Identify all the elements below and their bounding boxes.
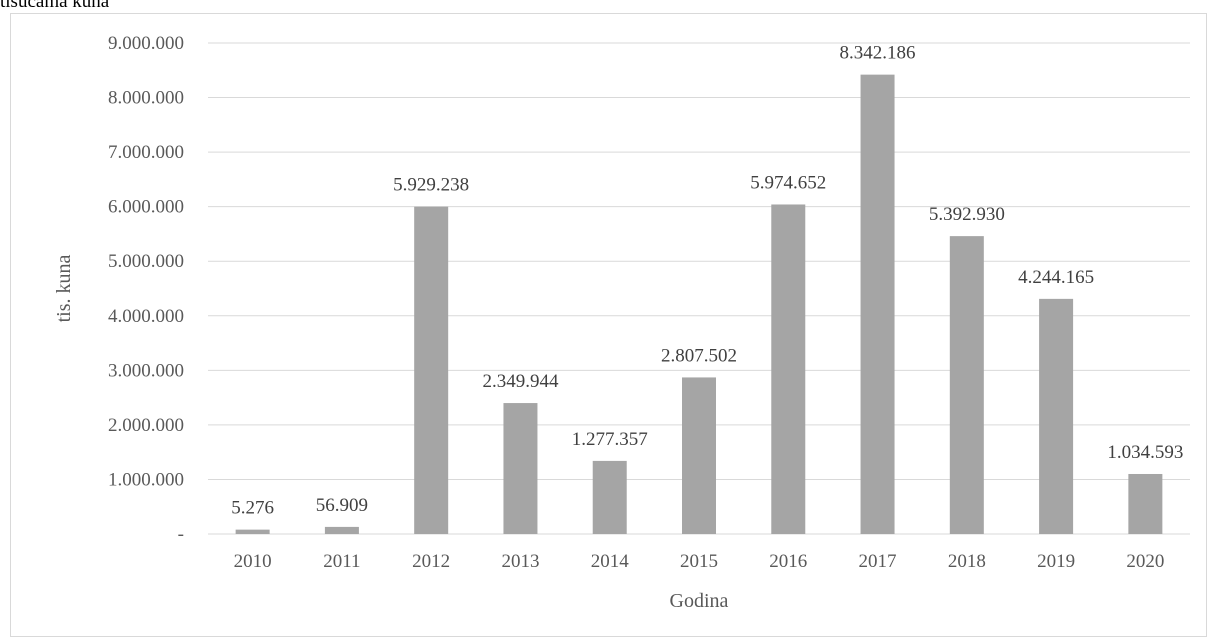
data-label: 1.034.593 — [1107, 442, 1183, 463]
x-tick-label: 2012 — [412, 551, 450, 572]
data-label: 1.277.357 — [572, 429, 648, 450]
x-tick-label: 2019 — [1037, 551, 1075, 572]
data-label: 56.909 — [316, 495, 368, 516]
chart-caption: tisućama kuna — [0, 0, 110, 12]
y-tick-label: 4.000.000 — [108, 306, 184, 327]
y-axis-title: tis. kuna — [53, 254, 75, 322]
bar — [592, 460, 627, 534]
y-tick-label: 6.000.000 — [108, 197, 184, 218]
x-tick-label: 2010 — [234, 551, 272, 572]
x-tick-label: 2011 — [323, 551, 360, 572]
x-axis-ticks: 2010 2011 2012 2013 2014 2015 2016 2017 2018 2019… — [234, 551, 1165, 572]
y-tick-label: 2.000.000 — [108, 415, 184, 436]
data-label: 5.276 — [231, 498, 274, 519]
data-label: 2.807.502 — [661, 345, 737, 366]
x-tick-label: 2015 — [680, 551, 718, 572]
y-tick-label: 3.000.000 — [108, 360, 184, 381]
y-tick-label: - — [178, 524, 184, 545]
data-label: 5.392.930 — [929, 204, 1005, 225]
y-tick-label: 8.000.000 — [108, 88, 184, 109]
y-tick-label: 9.000.000 — [108, 33, 184, 54]
y-tick-label: 5.000.000 — [108, 251, 184, 272]
x-tick-label: 2020 — [1126, 551, 1164, 572]
x-tick-label: 2017 — [859, 551, 897, 572]
bars — [235, 74, 1163, 535]
bar — [235, 529, 270, 534]
y-axis-ticks: - 1.000.000 2.000.000 3.000.000 4.000.000 5.0… — [108, 33, 184, 545]
y-tick-label: 7.000.000 — [108, 142, 184, 163]
bar — [860, 74, 895, 535]
x-tick-label: 2018 — [948, 551, 986, 572]
chart-frame — [10, 13, 1207, 637]
x-tick-label: 2013 — [501, 551, 539, 572]
data-label: 4.244.165 — [1018, 267, 1094, 288]
bar — [414, 206, 449, 534]
bar — [682, 377, 716, 534]
data-label: 2.349.944 — [482, 371, 559, 392]
bar — [771, 204, 806, 535]
x-tick-label: 2014 — [591, 551, 630, 572]
bar — [949, 236, 984, 535]
data-label: 5.929.238 — [393, 175, 469, 196]
x-tick-label: 2016 — [769, 551, 807, 572]
bar — [1039, 298, 1074, 534]
bar — [503, 403, 538, 534]
data-labels: 5.276 56.909 5.929.238 2.349.944 1.277.357 2.… — [231, 43, 1183, 519]
data-label: 8.342.186 — [840, 43, 916, 64]
data-label: 5.974.652 — [750, 172, 826, 193]
bar — [1128, 473, 1163, 534]
x-axis-title: Godina — [670, 590, 729, 612]
bar — [324, 526, 359, 534]
y-tick-label: 1.000.000 — [108, 469, 184, 490]
